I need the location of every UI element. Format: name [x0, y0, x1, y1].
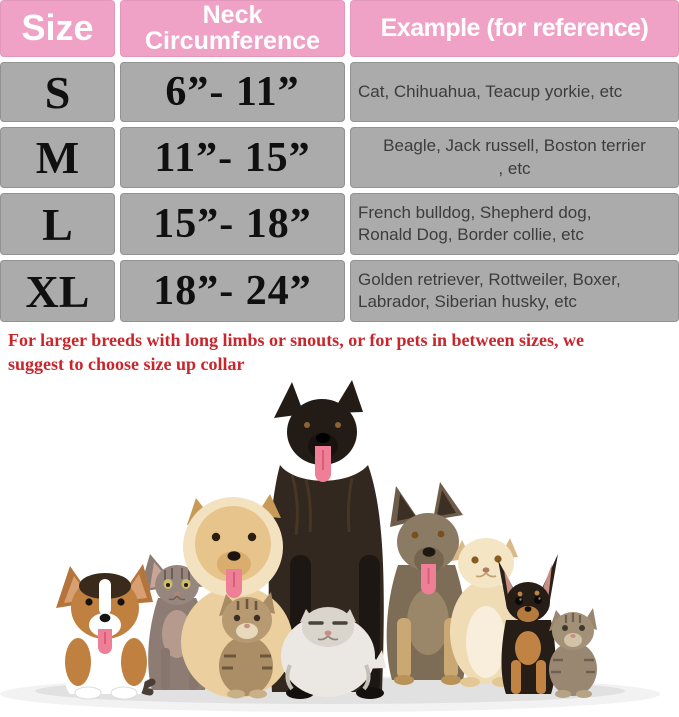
row-l-size: L [0, 193, 115, 255]
row-xl-example: Golden retriever, Rottweiler, Boxer, Lab… [350, 260, 679, 322]
row-s-size: S [0, 62, 115, 122]
silver-fluffy-cat [281, 607, 386, 697]
size-table: Size Neck Circumference Example (for ref… [0, 0, 679, 322]
size-up-note: For larger breeds with long limbs or sno… [8, 330, 584, 375]
row-l-neck: 15”- 18” [120, 193, 345, 255]
row-xl-neck: 18”- 24” [120, 260, 345, 322]
row-s-example: Cat, Chihuahua, Teacup yorkie, etc [350, 62, 679, 122]
pets-photo [0, 380, 660, 712]
row-m-example: Beagle, Jack russell, Boston terrier , e… [350, 127, 679, 188]
small-tabby-kitten [549, 608, 597, 698]
header-cell-example: Example (for reference) [350, 0, 679, 57]
row-m-size: M [0, 127, 115, 188]
corgi-puppy [56, 564, 153, 700]
tabby-kitten-front [219, 592, 275, 699]
row-l-example: French bulldog, Shepherd dog, Ronald Dog… [350, 193, 679, 255]
german-shepherd-puppy [386, 482, 467, 685]
header-cell-neck: Neck Circumference [120, 0, 345, 57]
chihuahua [498, 554, 558, 694]
row-s-neck: 6”- 11” [120, 62, 345, 122]
header-cell-size: Size [0, 0, 115, 57]
row-m-neck: 11”- 15” [120, 127, 345, 188]
row-xl-size: XL [0, 260, 115, 322]
